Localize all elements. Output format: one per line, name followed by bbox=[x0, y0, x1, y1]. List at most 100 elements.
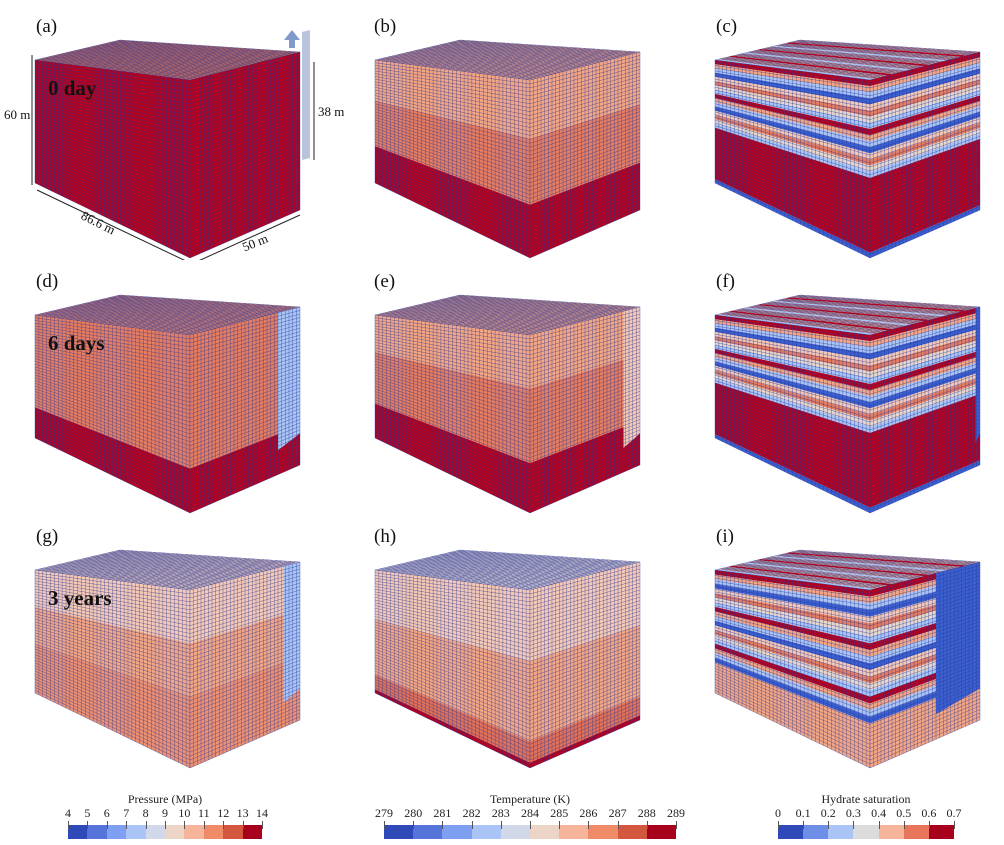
grid-line bbox=[189, 352, 301, 387]
grid-line bbox=[34, 616, 191, 658]
grid-line bbox=[38, 550, 125, 571]
grid-line bbox=[765, 553, 859, 577]
grid-line bbox=[529, 121, 641, 160]
grid-line bbox=[487, 48, 591, 75]
grid-line bbox=[69, 297, 161, 320]
grid-line bbox=[745, 552, 837, 575]
grid-line bbox=[374, 171, 531, 243]
grid-line bbox=[869, 310, 981, 340]
grid-line bbox=[869, 58, 981, 89]
grid-line bbox=[374, 618, 531, 662]
grid-line bbox=[34, 665, 191, 729]
grid-line bbox=[714, 147, 871, 207]
grid-line bbox=[518, 305, 627, 334]
grid-line bbox=[502, 49, 609, 77]
grid-line bbox=[529, 408, 641, 450]
grid-line bbox=[386, 295, 474, 317]
grid-line bbox=[189, 660, 301, 701]
grid-line bbox=[124, 301, 224, 327]
grid-line bbox=[189, 76, 301, 108]
grid-line bbox=[526, 561, 636, 590]
grid-line bbox=[529, 143, 641, 184]
grid-line bbox=[529, 688, 641, 733]
grid-line bbox=[374, 366, 531, 411]
grid-line bbox=[714, 366, 871, 411]
colorbar-segment bbox=[106, 825, 127, 839]
grid-line bbox=[374, 361, 531, 403]
grid-line bbox=[374, 174, 531, 247]
grid-line bbox=[869, 380, 981, 419]
grid-line bbox=[189, 600, 301, 634]
colorbar-tick-label: 289 bbox=[667, 806, 685, 820]
grid-line bbox=[374, 339, 531, 371]
grid-line bbox=[714, 166, 871, 235]
grid-line bbox=[433, 554, 528, 578]
grid-line bbox=[54, 296, 143, 318]
grid-line bbox=[869, 384, 981, 423]
grid-line bbox=[529, 412, 641, 454]
grid-line bbox=[34, 171, 191, 243]
grid-line bbox=[189, 443, 301, 490]
grid-line bbox=[189, 617, 301, 654]
grid-line bbox=[189, 380, 301, 419]
colorbar-tick-label: 12 bbox=[217, 806, 230, 820]
grid-line bbox=[34, 106, 191, 148]
grid-line bbox=[374, 687, 531, 761]
grid-line bbox=[714, 437, 871, 514]
grid-line bbox=[529, 695, 641, 741]
grid-line bbox=[189, 688, 301, 733]
grid-line bbox=[189, 653, 301, 694]
grid-line bbox=[189, 670, 301, 713]
grid-line bbox=[714, 608, 871, 646]
grid-line bbox=[77, 553, 170, 576]
grid-line bbox=[529, 691, 641, 737]
grid-line bbox=[869, 55, 981, 85]
grid-line bbox=[869, 324, 981, 356]
grid-line bbox=[869, 656, 981, 698]
grid-line bbox=[714, 374, 871, 423]
grid-line bbox=[34, 147, 191, 207]
grid-line bbox=[440, 554, 537, 579]
grid-line bbox=[158, 49, 265, 77]
grid-line bbox=[38, 295, 125, 316]
simulation-panel: (c) bbox=[680, 0, 1004, 260]
grid-line bbox=[374, 331, 531, 359]
grid-line bbox=[529, 192, 641, 239]
grid-line bbox=[869, 118, 981, 156]
colorbar-tick-label: 0.4 bbox=[871, 806, 887, 820]
grid-line bbox=[425, 298, 519, 322]
grid-line bbox=[714, 136, 871, 191]
colorbar-segment bbox=[184, 825, 204, 839]
grid-line bbox=[34, 119, 191, 168]
grid-line bbox=[714, 640, 871, 694]
grid-line bbox=[529, 436, 641, 482]
colorbar-tick-mark bbox=[471, 821, 473, 829]
grid-line bbox=[394, 296, 483, 318]
grid-line bbox=[869, 313, 981, 344]
colorbar-tick-mark bbox=[500, 821, 502, 829]
grid-line bbox=[869, 436, 981, 482]
grid-line bbox=[714, 668, 871, 733]
colorbar-tick-mark bbox=[165, 821, 166, 829]
grid-line bbox=[529, 684, 641, 729]
grid-line bbox=[409, 42, 501, 65]
colorbar-tick-label: 9 bbox=[162, 806, 168, 820]
grid-line bbox=[714, 665, 871, 729]
grid-line bbox=[869, 209, 981, 259]
grid-line bbox=[34, 111, 191, 156]
grid-line bbox=[529, 716, 641, 765]
grid-line bbox=[96, 299, 193, 324]
grid-line bbox=[869, 660, 981, 701]
grid-line bbox=[374, 583, 531, 611]
grid-line bbox=[714, 643, 871, 698]
grid-line bbox=[166, 304, 274, 333]
grid-line bbox=[89, 43, 184, 68]
grid-line bbox=[124, 556, 224, 582]
grid-line bbox=[529, 628, 641, 666]
grid-line bbox=[394, 551, 483, 573]
grid-line bbox=[869, 387, 981, 427]
grid-line bbox=[869, 79, 981, 112]
grid-line bbox=[529, 582, 641, 614]
grid-line bbox=[189, 185, 301, 231]
grid-line bbox=[100, 299, 197, 324]
